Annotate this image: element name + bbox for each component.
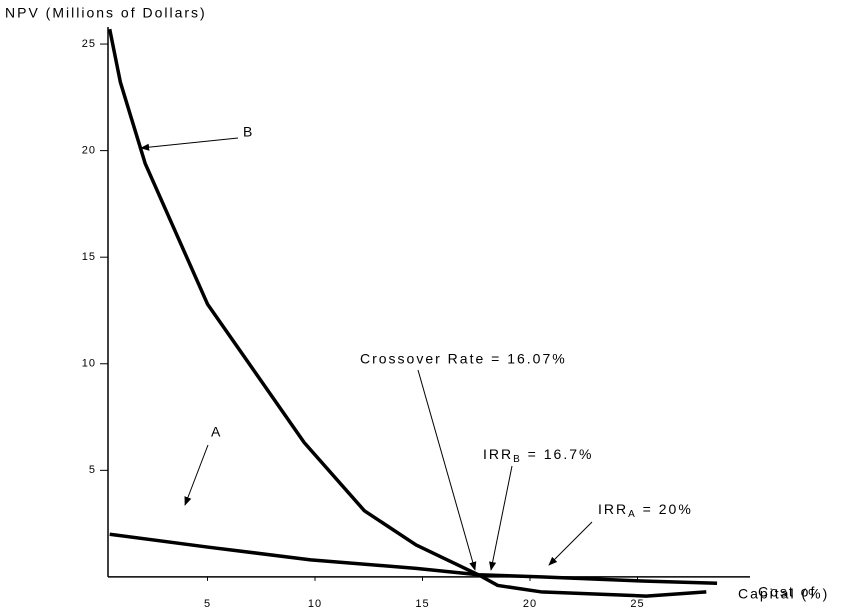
series-label: A [211, 424, 222, 440]
x-axis-label: Cost of [758, 584, 816, 600]
y-tick-label: 25 [82, 38, 96, 50]
y-axis-label: NPV (Millions of Dollars) [5, 5, 207, 21]
annotation-sub: A [628, 509, 637, 520]
x-tick-label: 10 [308, 598, 322, 610]
y-tick-label: 15 [82, 251, 96, 263]
annotation-text: = 16.7% [522, 446, 594, 462]
annotation: IRRB = 16.7% [483, 446, 593, 465]
y-tick-label: 10 [82, 358, 96, 370]
arrow [489, 465, 513, 571]
y-tick-label: 5 [89, 464, 96, 476]
annotation-text: = 20% [637, 501, 693, 517]
annotation: Crossover Rate = 16.07% [360, 351, 567, 367]
y-tick-label: 20 [82, 145, 96, 157]
arrow [184, 444, 209, 506]
annotation-text: IRR [483, 446, 513, 462]
annotation-sub: B [513, 454, 522, 465]
x-tick-label: 20 [523, 598, 537, 610]
annotation: IRRA = 20% [598, 501, 693, 520]
x-tick-label: 15 [415, 598, 429, 610]
arrow [548, 521, 593, 566]
series-label: B [243, 124, 254, 140]
arrow [417, 369, 477, 571]
annotation-text: IRR [598, 501, 628, 517]
line [107, 28, 707, 598]
x-axis-label: Capital (%) [738, 586, 829, 602]
x-tick-label: 25 [630, 598, 644, 610]
arrow [140, 137, 239, 151]
line [109, 532, 718, 586]
x-tick-label: 5 [204, 598, 211, 610]
